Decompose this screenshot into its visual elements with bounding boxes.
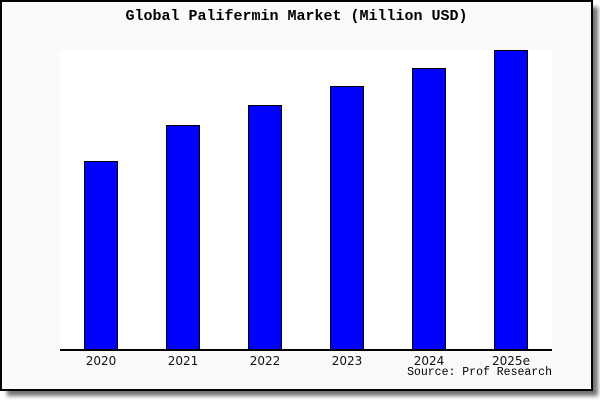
chart-title: Global Palifermin Market (Million USD): [125, 8, 468, 25]
plot-area: [60, 50, 552, 351]
x-tick-label-2024: 2024: [413, 354, 445, 368]
x-tick-label-2023: 2023: [331, 354, 363, 368]
chart-frame: Global Palifermin Market (Million USD) 2…: [0, 0, 593, 391]
x-tick-label-2020: 2020: [85, 354, 117, 368]
bar-2021: [166, 125, 200, 349]
x-tick-label-2022: 2022: [249, 354, 281, 368]
source-credit: Source: Prof Research: [407, 366, 552, 379]
x-tick-label-2021: 2021: [167, 354, 199, 368]
bar-2022: [248, 105, 282, 349]
bar-series: [60, 50, 552, 349]
bar-2024: [412, 68, 446, 349]
bar-2025e: [494, 50, 528, 349]
x-tick-label-2025e: 2025e: [492, 354, 530, 368]
bar-2023: [330, 86, 364, 349]
bar-2020: [84, 161, 118, 349]
x-axis-tick-labels: 2020 2021 2022 2023 2024 2025e: [60, 354, 552, 368]
